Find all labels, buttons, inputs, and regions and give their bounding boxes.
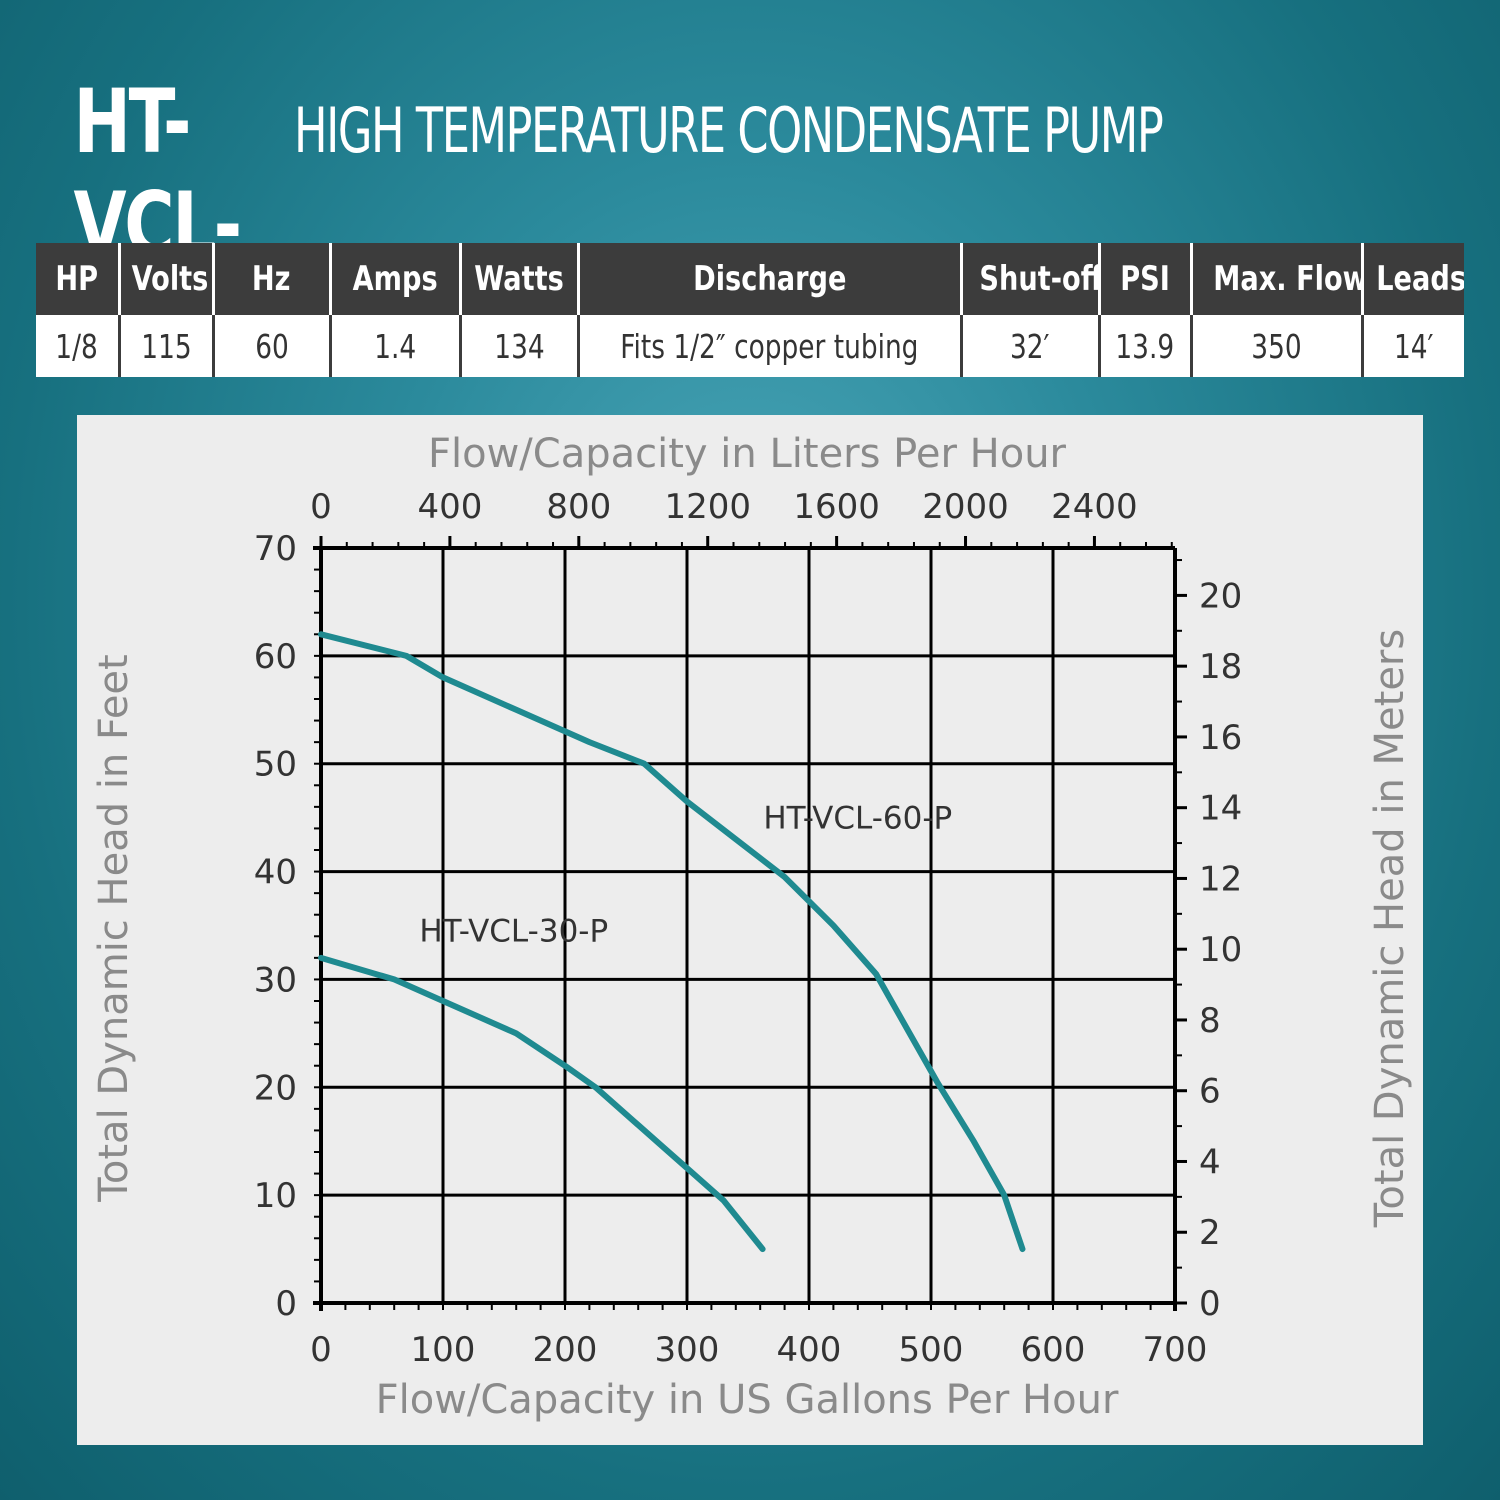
chart-panel: 0 100 200 300 400 500 600 700 0 10 20 30 40 50 60 70 0 40… — [77, 415, 1423, 1445]
y2-tick-label: 18 — [1199, 647, 1242, 687]
y-tick-label: 30 — [254, 960, 297, 1000]
minor-ticks — [314, 536, 1187, 1310]
series-label-ht-vcl-30-p: HT-VCL-30-P — [419, 914, 608, 950]
y2-tick-label: 16 — [1199, 718, 1242, 758]
y2-tick-label: 6 — [1199, 1072, 1221, 1112]
spec-header-shutoff: Shut-off — [959, 243, 1099, 315]
x2-tick-label: 2400 — [1051, 487, 1138, 527]
y2-tick-label: 10 — [1199, 930, 1242, 970]
x-tick-label: 500 — [899, 1330, 964, 1370]
x-tick-label: 0 — [310, 1330, 332, 1370]
y2-tick-label: 14 — [1199, 789, 1242, 829]
x2-tick-label: 1600 — [793, 487, 880, 527]
x-tick-label: 300 — [655, 1330, 720, 1370]
x-tick-label: 600 — [1021, 1330, 1086, 1370]
x-tick-label: 200 — [533, 1330, 598, 1370]
x2-tick-label: 800 — [546, 487, 611, 527]
y2-tick-label: 4 — [1199, 1142, 1221, 1182]
y-tick-label: 60 — [254, 637, 297, 677]
x2-tick-label: 400 — [417, 487, 482, 527]
series-curve-ht-vcl-30-p — [318, 954, 766, 1253]
x2-tick-label: 1200 — [664, 487, 751, 527]
spec-value-amps: 1.4 — [328, 315, 460, 377]
curves — [318, 631, 1026, 1253]
x2-tick-label: 0 — [310, 487, 332, 527]
spec-header-leads: Leads — [1360, 243, 1464, 315]
x2-axis-title: Flow/Capacity in Liters Per Hour — [428, 431, 1067, 477]
y-tick-label: 10 — [254, 1176, 297, 1216]
spec-header-max-flow: Max. Flow — [1189, 243, 1362, 315]
spec-value-volts: 115 — [117, 315, 213, 377]
y2-tick-label: 0 — [1199, 1284, 1221, 1324]
y-tick-label: 0 — [275, 1284, 297, 1324]
spec-header-psi: PSI — [1097, 243, 1191, 315]
title-bar: HT-VCL-30-P HIGH TEMPERATURE CONDENSATE … — [0, 70, 1500, 379]
spec-value-max-flow: 350 — [1189, 315, 1362, 377]
y-tick-label: 70 — [254, 529, 297, 569]
y2-tick-label: 2 — [1199, 1213, 1221, 1253]
spec-value-discharge: Fits 1/2″ copper tubing — [576, 315, 961, 377]
spec-table: HP Volts Hz Amps Watts Discharge Shut-of… — [36, 243, 1464, 377]
spec-value-hp: 1/8 — [36, 315, 119, 377]
y-tick-label: 40 — [254, 853, 297, 893]
y2-tick-label: 8 — [1199, 1001, 1221, 1041]
y2-axis-title: Total Dynamic Head in Meters — [1367, 629, 1413, 1228]
spec-header-row: HP Volts Hz Amps Watts Discharge Shut-of… — [36, 243, 1464, 315]
spec-value-psi: 13.9 — [1097, 315, 1191, 377]
spec-value-leads: 14′ — [1360, 315, 1464, 377]
series-curve-ht-vcl-60-p — [318, 631, 1026, 1253]
spec-value-watts: 134 — [458, 315, 578, 377]
y2-tick-label: 12 — [1199, 859, 1242, 899]
spec-header-hp: HP — [36, 243, 119, 315]
x-axis-title: Flow/Capacity in US Gallons Per Hour — [376, 1377, 1119, 1423]
x-tick-label: 400 — [777, 1330, 842, 1370]
spec-header-discharge: Discharge — [576, 243, 961, 315]
y-tick-label: 50 — [254, 745, 297, 785]
x-tick-label: 700 — [1143, 1330, 1208, 1370]
spec-value-row: 1/8 115 60 1.4 134 Fits 1/2″ copper tubi… — [36, 315, 1464, 377]
spec-header-volts: Volts — [117, 243, 213, 315]
product-subtitle: HIGH TEMPERATURE CONDENSATE PUMP — [293, 94, 1164, 167]
x-tick-label: 100 — [411, 1330, 476, 1370]
y-axis-title: Total Dynamic Head in Feet — [91, 654, 137, 1202]
y2-tick-label: 20 — [1199, 576, 1242, 616]
grid — [313, 546, 1177, 1311]
spec-header-watts: Watts — [458, 243, 578, 315]
x2-tick-label: 2000 — [922, 487, 1009, 527]
spec-header-amps: Amps — [328, 243, 460, 315]
spec-header-hz: Hz — [211, 243, 330, 315]
y-tick-label: 20 — [254, 1068, 297, 1108]
series-label-ht-vcl-60-p: HT-VCL-60-P — [763, 800, 952, 836]
spec-value-shutoff: 32′ — [959, 315, 1099, 377]
spec-value-hz: 60 — [211, 315, 330, 377]
